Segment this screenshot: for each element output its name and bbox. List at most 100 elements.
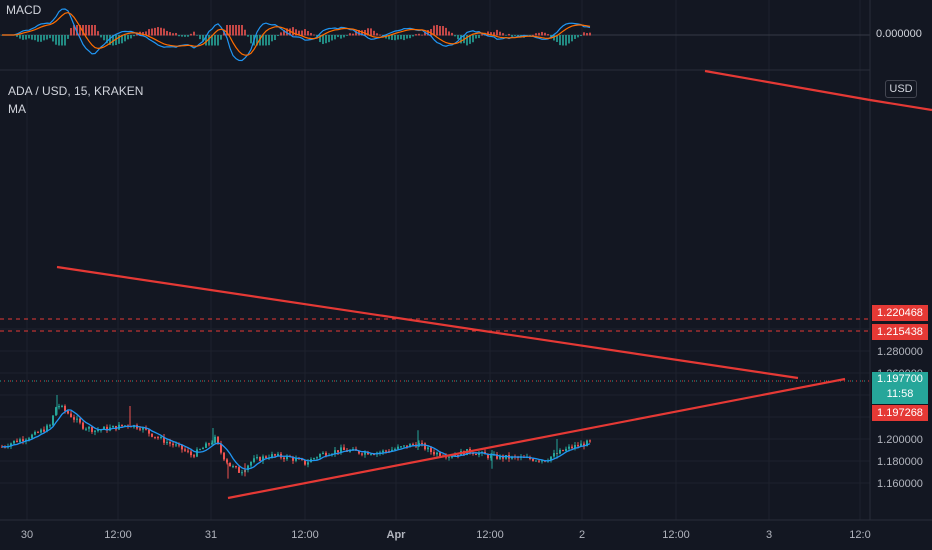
candle-body bbox=[166, 442, 168, 444]
macd-histogram-bar bbox=[550, 35, 552, 38]
macd-histogram-bar bbox=[22, 35, 24, 40]
macd-histogram-bar bbox=[580, 35, 582, 37]
macd-histogram-bar bbox=[319, 35, 321, 43]
candle-body bbox=[265, 456, 267, 458]
macd-histogram-bar bbox=[409, 35, 411, 39]
candle-body bbox=[487, 454, 489, 459]
candle-body bbox=[475, 454, 477, 456]
candle-body bbox=[226, 459, 228, 463]
candle-body bbox=[187, 450, 189, 452]
macd-histogram-bar bbox=[469, 35, 471, 44]
macd-histogram-bar bbox=[298, 30, 300, 36]
macd-histogram-bar bbox=[505, 35, 507, 36]
macd-histogram-bar bbox=[67, 35, 69, 39]
candle-body bbox=[247, 465, 249, 471]
macd-histogram-bar bbox=[487, 31, 489, 36]
macd-histogram-bar bbox=[127, 35, 129, 40]
macd-histogram-bar bbox=[373, 30, 375, 36]
macd-histogram-bar bbox=[124, 35, 126, 42]
candle-body bbox=[583, 443, 585, 447]
macd-histogram-bar bbox=[460, 35, 462, 44]
candle-body bbox=[163, 436, 165, 443]
macd-histogram-bar bbox=[448, 31, 450, 36]
macd-histogram-bar bbox=[19, 35, 21, 39]
candle-body bbox=[277, 453, 279, 456]
macd-histogram-bar bbox=[586, 33, 588, 36]
candle-body bbox=[10, 443, 12, 447]
macd-histogram-bar bbox=[40, 35, 42, 42]
candle-body bbox=[292, 457, 294, 461]
macd-histogram-bar bbox=[31, 35, 33, 40]
macd-indicator-label[interactable]: MACD bbox=[6, 3, 42, 17]
current-price-value: 1.197700 bbox=[877, 373, 923, 385]
macd-histogram-bar bbox=[211, 35, 213, 46]
macd-histogram-bar bbox=[574, 35, 576, 39]
candle-body bbox=[106, 426, 108, 431]
macd-histogram-bar bbox=[358, 30, 360, 36]
candle-body bbox=[205, 443, 207, 448]
macd-histogram-bar bbox=[169, 32, 171, 36]
macd-histogram-bar bbox=[355, 30, 357, 36]
candle-body bbox=[370, 454, 372, 456]
price-tag-level-3: 1.197268 bbox=[872, 405, 928, 421]
macd-histogram-bar bbox=[295, 29, 297, 36]
candle-body bbox=[58, 406, 60, 408]
macd-histogram-bar bbox=[568, 35, 570, 44]
macd-zero-label: 0.000000 bbox=[876, 28, 922, 40]
macd-histogram-bar bbox=[472, 35, 474, 43]
macd-histogram-bar bbox=[559, 35, 561, 46]
y-tick-label: 1.280000 bbox=[877, 346, 923, 358]
ma-study-label[interactable]: MA bbox=[8, 102, 26, 116]
macd-histogram-bar bbox=[499, 31, 501, 36]
macd-histogram-bar bbox=[16, 35, 18, 37]
macd-histogram-bar bbox=[163, 28, 165, 36]
macd-histogram-bar bbox=[286, 28, 288, 36]
x-tick-label: 12:00 bbox=[104, 529, 132, 541]
macd-histogram-bar bbox=[454, 35, 456, 37]
macd-histogram-bar bbox=[292, 27, 294, 36]
channel-trendline bbox=[704, 69, 871, 102]
candle-body bbox=[199, 449, 201, 451]
candle-body bbox=[343, 447, 345, 451]
candle-body bbox=[430, 447, 432, 453]
macd-histogram-bar bbox=[367, 28, 369, 36]
macd-histogram-bar bbox=[394, 35, 396, 41]
macd-histogram-bar bbox=[529, 35, 531, 36]
candle-body bbox=[70, 413, 72, 418]
candle-body bbox=[307, 462, 309, 465]
candle-body bbox=[286, 456, 288, 460]
candle-body bbox=[190, 451, 192, 456]
macd-histogram-bar bbox=[334, 35, 336, 40]
macd-histogram-bar bbox=[172, 33, 174, 36]
candle-body bbox=[220, 443, 222, 453]
candle-body bbox=[112, 425, 114, 428]
symbol-title[interactable]: ADA / USD, 15, KRAKEN bbox=[8, 84, 144, 98]
candle-body bbox=[589, 440, 591, 442]
macd-histogram-bar bbox=[466, 35, 468, 46]
macd-histogram-bar bbox=[532, 34, 534, 36]
candle-body bbox=[67, 410, 69, 414]
candle-body bbox=[208, 443, 210, 445]
candle-body bbox=[229, 462, 231, 467]
candle-body bbox=[214, 436, 216, 443]
macd-histogram-bar bbox=[451, 32, 453, 36]
x-tick-label: 2 bbox=[579, 529, 585, 541]
macd-histogram-bar bbox=[289, 28, 291, 36]
candle-body bbox=[313, 458, 315, 460]
candle-body bbox=[202, 447, 204, 450]
macd-histogram-bar bbox=[85, 25, 87, 36]
macd-histogram-bar bbox=[514, 35, 516, 36]
macd-histogram-bar bbox=[583, 32, 585, 36]
macd-histogram-bar bbox=[538, 32, 540, 36]
macd-histogram-bar bbox=[97, 31, 99, 36]
candle-body bbox=[451, 456, 453, 458]
currency-button[interactable]: USD bbox=[885, 80, 917, 98]
candle-body bbox=[169, 442, 171, 444]
candle-body bbox=[421, 442, 423, 444]
macd-histogram-bar bbox=[247, 35, 249, 37]
macd-histogram-bar bbox=[103, 35, 105, 41]
candle-body bbox=[82, 422, 84, 429]
candle-body bbox=[316, 457, 318, 459]
macd-histogram-bar bbox=[79, 25, 81, 36]
